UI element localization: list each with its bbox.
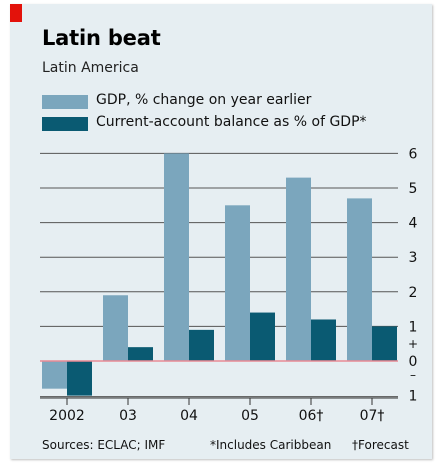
y-tick-label: 5 [409,181,418,197]
chart-title: Latin beat [42,26,161,50]
legend-label-current-account: Current-account balance as % of GDP* [96,114,367,130]
legend-label-gdp: GDP, % change on year earlier [96,92,312,108]
bar-gdp-3 [225,205,250,361]
bar-current-account-1 [128,347,153,361]
y-tick-label: 4 [409,216,418,232]
y-tick-label: + [408,337,418,351]
y-tick-label: 6 [409,146,418,162]
y-tick-label: 2 [409,285,418,301]
bar-gdp-2 [164,153,189,361]
footer-sources: Sources: ECLAC; IMF [42,438,166,452]
bar-gdp-5 [347,198,372,361]
footer-note-caribbean: *Includes Caribbean [210,438,332,452]
footer-note-forecast: †Forecast [352,438,409,452]
brand-tab [10,4,22,22]
y-tick-label: 0 [409,354,418,370]
y-tick-label: – [410,368,416,382]
x-tick-label: 03 [119,408,137,424]
y-tick-label: 1 [409,389,418,405]
bar-current-account-3 [250,312,275,361]
y-tick-label: 3 [409,250,418,266]
bar-gdp-0 [42,361,67,389]
x-tick-label: 06† [299,408,324,424]
y-tick-label: 1 [409,319,418,335]
x-tick-label: 04 [180,408,198,424]
bar-current-account-0 [67,361,92,396]
bar-current-account-4 [311,319,336,361]
legend-swatch-gdp [42,95,88,109]
x-tick-label: 05 [241,408,259,424]
bar-gdp-4 [286,177,311,361]
bar-current-account-5 [372,326,397,361]
bar-current-account-2 [189,329,214,361]
bar-gdp-1 [103,295,128,361]
x-tick-label: 07† [360,408,385,424]
legend-swatch-current-account [42,117,88,131]
x-tick-label: 2002 [49,408,85,424]
chart-subtitle: Latin America [42,60,139,76]
